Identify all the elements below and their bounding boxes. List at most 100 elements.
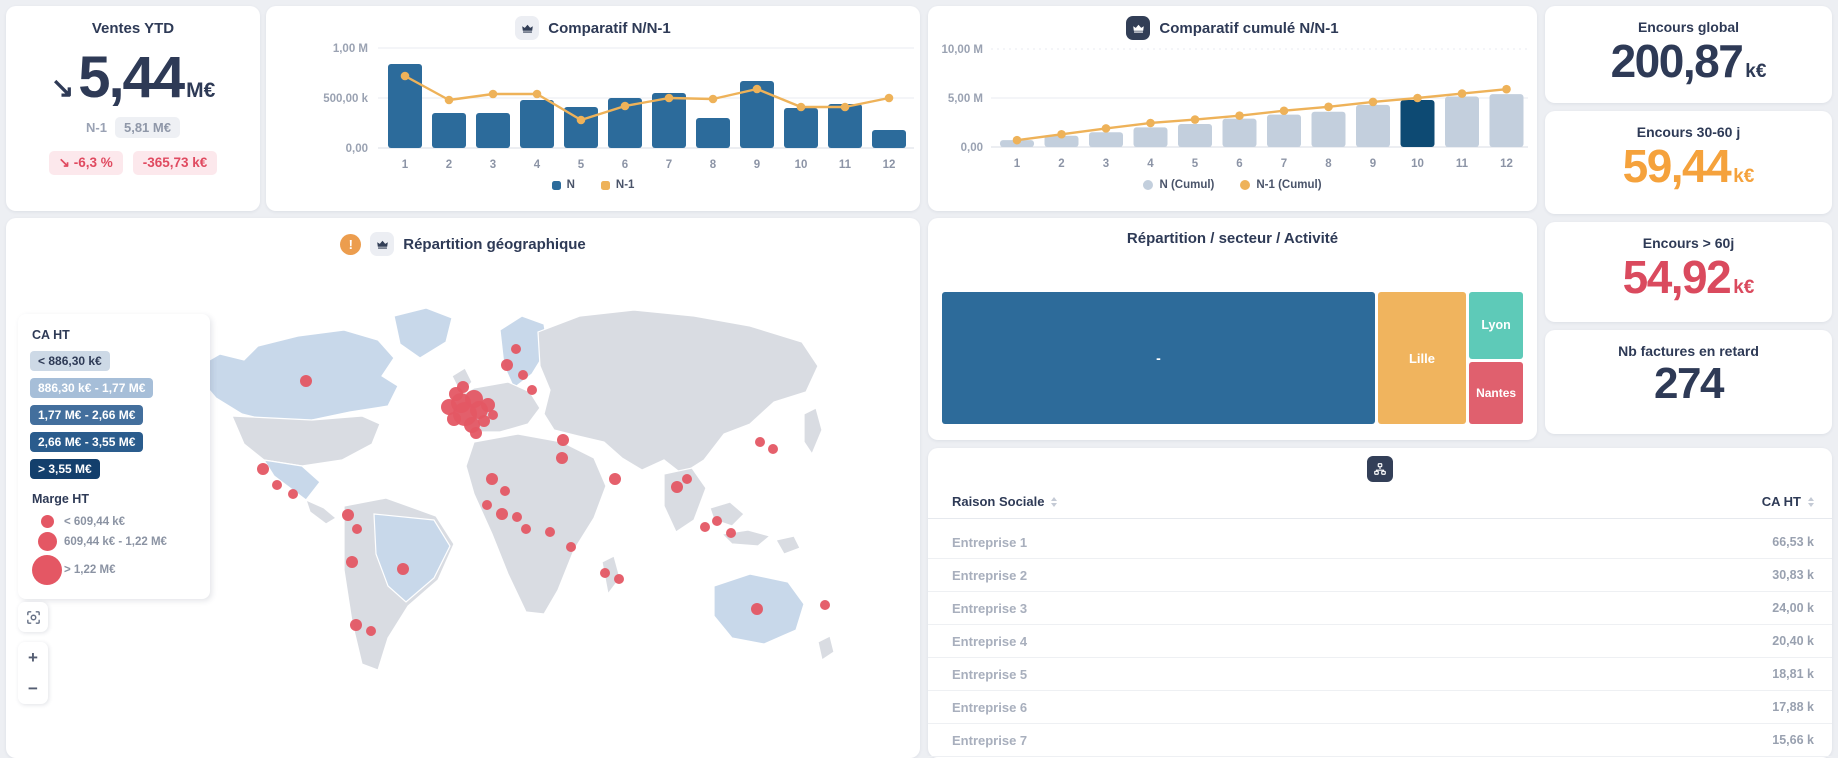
bar-month-10[interactable] <box>1400 99 1435 147</box>
geo-point[interactable] <box>556 452 568 464</box>
geo-point[interactable] <box>751 603 763 615</box>
table-row[interactable]: Entreprise 5 18,81 k <box>928 658 1832 691</box>
bar-month-6[interactable] <box>1222 118 1257 147</box>
ca-class-pill[interactable]: 1,77 M€ - 2,66 M€ <box>30 405 144 425</box>
country-japan[interactable] <box>803 407 823 456</box>
table-row[interactable]: Entreprise 3 24,00 k <box>928 592 1832 625</box>
line-point-month-12[interactable] <box>884 93 894 103</box>
geo-point[interactable] <box>671 481 683 493</box>
geo-point[interactable] <box>441 399 457 415</box>
geo-point[interactable] <box>300 375 312 387</box>
map-recenter-button[interactable] <box>18 602 48 632</box>
bar-month-2[interactable] <box>1044 135 1079 147</box>
geo-point[interactable] <box>712 516 722 526</box>
geo-point[interactable] <box>820 600 830 610</box>
geo-point[interactable] <box>288 489 298 499</box>
line-point-month-2[interactable] <box>444 95 454 105</box>
table-row[interactable]: Entreprise 7 15,66 k <box>928 724 1832 757</box>
treemap-block-main[interactable]: - <box>942 292 1375 424</box>
continent-africa[interactable] <box>465 433 607 615</box>
line-point-month-8[interactable] <box>708 94 718 104</box>
column-header-raison-sociale[interactable]: Raison Sociale <box>952 494 1058 509</box>
zoom-in-button[interactable]: + <box>28 647 38 667</box>
geo-point[interactable] <box>511 344 521 354</box>
bar-month-5[interactable] <box>1178 123 1212 147</box>
bar-month-12[interactable] <box>1489 94 1524 147</box>
ca-class-pill[interactable]: < 886,30 k€ <box>30 351 110 371</box>
line-point-month-4[interactable] <box>532 89 542 99</box>
treemap-block-nantes[interactable]: Nantes <box>1469 361 1523 424</box>
geo-point[interactable] <box>366 626 376 636</box>
bar-month-2[interactable] <box>432 113 466 148</box>
line-point-month-2[interactable] <box>1057 129 1066 139</box>
geo-point[interactable] <box>470 427 482 439</box>
geo-point[interactable] <box>545 527 555 537</box>
table-row[interactable]: Entreprise 6 17,88 k <box>928 691 1832 724</box>
country-greenland[interactable] <box>393 307 453 359</box>
bar-month-1[interactable] <box>388 64 422 148</box>
legend-item-N[interactable]: N <box>551 179 575 191</box>
line-point-month-8[interactable] <box>1324 102 1333 112</box>
bar-month-7[interactable] <box>1267 114 1301 147</box>
ca-class-pill[interactable]: 2,66 M€ - 3,55 M€ <box>30 432 144 452</box>
geo-point[interactable] <box>488 410 498 420</box>
zoom-out-button[interactable]: − <box>28 678 38 698</box>
country-canada[interactable] <box>191 329 399 423</box>
column-header-ca-ht[interactable]: CA HT <box>1762 494 1814 509</box>
geo-point[interactable] <box>478 415 490 427</box>
legend-item-N-1[interactable]: N-1 <box>600 179 634 191</box>
geo-point[interactable] <box>481 398 495 412</box>
line-point-month-4[interactable] <box>1146 118 1155 128</box>
geo-point[interactable] <box>609 473 621 485</box>
geo-point[interactable] <box>272 480 282 490</box>
line-point-month-6[interactable] <box>1235 111 1244 120</box>
country-central-america[interactable] <box>305 498 338 525</box>
table-row[interactable]: Entreprise 4 20,40 k <box>928 625 1832 658</box>
line-point-month-1[interactable] <box>400 71 410 81</box>
country-brazil[interactable] <box>373 513 451 603</box>
bar-month-12[interactable] <box>872 130 906 148</box>
line-point-month-7[interactable] <box>664 93 674 103</box>
table-row[interactable]: Entreprise 1 66,53 k <box>928 526 1832 559</box>
ca-class-pill[interactable]: > 3,55 M€ <box>30 459 100 479</box>
geo-point[interactable] <box>726 528 736 538</box>
geo-point[interactable] <box>496 508 508 520</box>
bar-month-11[interactable] <box>1445 96 1479 147</box>
bar-month-9[interactable] <box>1356 104 1390 147</box>
geo-point[interactable] <box>518 370 528 380</box>
line-point-month-5[interactable] <box>576 115 586 125</box>
line-point-month-3[interactable] <box>488 89 498 99</box>
region-philippines[interactable] <box>775 535 801 555</box>
bar-month-11[interactable] <box>828 104 862 148</box>
line-point-month-7[interactable] <box>1279 106 1289 116</box>
geo-point[interactable] <box>755 437 765 447</box>
geo-point[interactable] <box>512 512 522 522</box>
bar-month-8[interactable] <box>1311 111 1346 147</box>
treemap-block-lyon[interactable]: Lyon <box>1469 292 1523 359</box>
geo-point[interactable] <box>500 486 510 496</box>
geo-point[interactable] <box>700 522 710 532</box>
bar-month-6[interactable] <box>608 98 642 148</box>
bar-month-8[interactable] <box>696 118 730 148</box>
geo-point[interactable] <box>346 556 358 568</box>
line-point-month-5[interactable] <box>1190 115 1200 124</box>
bar-month-10[interactable] <box>784 108 818 148</box>
geo-point[interactable] <box>457 381 469 393</box>
treemap-block-lille[interactable]: Lille <box>1377 292 1467 424</box>
hierarchy-view-button[interactable] <box>1367 456 1393 482</box>
geo-point[interactable] <box>482 500 492 510</box>
country-new-zealand[interactable] <box>817 635 835 661</box>
geo-point[interactable] <box>447 412 461 426</box>
geo-point[interactable] <box>600 568 610 578</box>
line-point-month-10[interactable] <box>1413 93 1422 103</box>
bar-month-4[interactable] <box>1133 127 1168 147</box>
bar-month-9[interactable] <box>740 81 774 148</box>
geo-point[interactable] <box>257 463 269 475</box>
line-point-month-11[interactable] <box>1457 89 1467 98</box>
bar-month-3[interactable] <box>1089 132 1123 147</box>
geo-point[interactable] <box>527 385 537 395</box>
continent-asia[interactable] <box>537 309 819 475</box>
line-point-month-11[interactable] <box>840 102 850 112</box>
geo-point[interactable] <box>352 524 362 534</box>
geo-point[interactable] <box>350 619 362 631</box>
